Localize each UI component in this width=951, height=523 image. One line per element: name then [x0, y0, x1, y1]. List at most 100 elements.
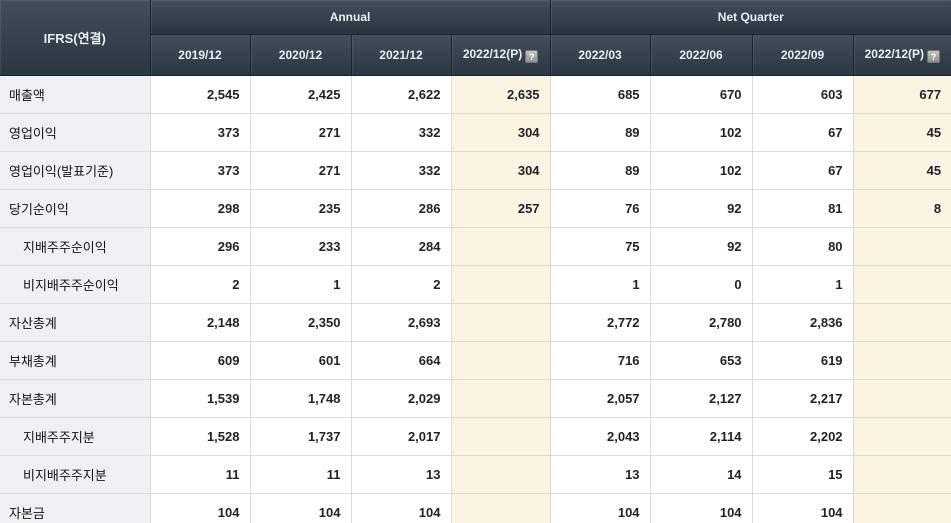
value-cell: 2,017 — [351, 417, 452, 456]
group-header-net-quarter: Net Quarter — [550, 0, 951, 35]
value-cell: 601 — [250, 341, 352, 380]
value-cell: 102 — [650, 113, 753, 152]
value-cell: 2,114 — [650, 417, 753, 456]
value-cell — [853, 379, 951, 418]
value-cell: 76 — [550, 189, 651, 228]
value-cell: 2,780 — [650, 303, 753, 342]
value-cell: 298 — [150, 189, 251, 228]
value-cell: 1,539 — [150, 379, 251, 418]
group-header-annual: Annual — [150, 0, 551, 35]
value-cell: 2,217 — [752, 379, 854, 418]
value-cell: 233 — [250, 227, 352, 266]
table-row: 영업이익 373 271 332 304 89 102 67 45 — [0, 113, 951, 152]
column-header-label: 2020/12 — [278, 48, 323, 62]
value-cell: 104 — [150, 493, 251, 523]
column-header-8: 2022/12(P)? — [853, 34, 951, 76]
value-cell: 373 — [150, 113, 251, 152]
value-cell: 2,057 — [550, 379, 651, 418]
value-cell: 11 — [150, 455, 251, 494]
date-header-row: 2019/12 2020/12 2021/12 2022/12(P)? 2022/03 2… — [0, 34, 951, 76]
value-cell — [853, 303, 951, 342]
value-cell: 677 — [853, 75, 951, 114]
value-cell: 271 — [250, 113, 352, 152]
row-label: 비지배주주지분 — [0, 455, 151, 494]
column-header-label: 2022/03 — [578, 48, 622, 62]
row-label: 자산총계 — [0, 303, 151, 342]
value-cell: 2,772 — [550, 303, 651, 342]
table-row: 비지배주주순이익 2 1 2 1 0 1 — [0, 265, 951, 304]
column-header-5: 2022/03 — [550, 34, 651, 76]
value-cell: 1 — [250, 265, 352, 304]
value-cell: 2,836 — [752, 303, 854, 342]
value-cell: 2 — [351, 265, 452, 304]
value-cell: 15 — [752, 455, 854, 494]
value-cell: 373 — [150, 151, 251, 190]
row-label: 비지배주주순이익 — [0, 265, 151, 304]
column-header-label: 2022/06 — [679, 48, 723, 62]
value-cell: 13 — [351, 455, 452, 494]
row-label: 자본총계 — [0, 379, 151, 418]
value-cell: 11 — [250, 455, 352, 494]
value-cell: 75 — [550, 227, 651, 266]
help-icon[interactable]: ? — [525, 50, 539, 63]
column-header-2: 2020/12 — [250, 34, 352, 76]
value-cell — [451, 493, 551, 523]
value-cell: 235 — [250, 189, 352, 228]
table-header: IFRS(연결) Annual Net Quarter 2019/12 2020/… — [0, 0, 951, 76]
table-row: 자본총계 1,539 1,748 2,029 2,057 2,127 2,217 — [0, 379, 951, 418]
value-cell: 271 — [250, 151, 352, 190]
help-icon[interactable]: ? — [927, 50, 940, 63]
value-cell: 304 — [451, 151, 551, 190]
column-header-6: 2022/06 — [650, 34, 753, 76]
value-cell — [853, 493, 951, 523]
value-cell: 2,635 — [451, 75, 551, 114]
table-row: 당기순이익 298 235 286 257 76 92 81 8 — [0, 189, 951, 228]
table-row: 자산총계 2,148 2,350 2,693 2,772 2,780 2,836 — [0, 303, 951, 342]
table-row: 비지배주주지분 11 11 13 13 14 15 — [0, 455, 951, 494]
corner-header-ifrs: IFRS(연결) — [0, 0, 151, 76]
row-label: 지배주주지분 — [0, 417, 151, 456]
column-header-3: 2021/12 — [351, 34, 452, 76]
table-row: 영업이익(발표기준) 373 271 332 304 89 102 67 45 — [0, 151, 951, 190]
value-cell: 332 — [351, 151, 452, 190]
value-cell: 2,693 — [351, 303, 452, 342]
value-cell: 2,350 — [250, 303, 352, 342]
value-cell: 716 — [550, 341, 651, 380]
value-cell: 89 — [550, 151, 651, 190]
table-row: 매출액 2,545 2,425 2,622 2,635 685 670 603 677 — [0, 75, 951, 114]
value-cell: 1 — [550, 265, 651, 304]
value-cell: 609 — [150, 341, 251, 380]
value-cell — [451, 417, 551, 456]
value-cell: 67 — [752, 113, 854, 152]
value-cell: 332 — [351, 113, 452, 152]
value-cell: 257 — [451, 189, 551, 228]
column-header-label: 2021/12 — [379, 48, 423, 62]
row-label: 영업이익(발표기준) — [0, 151, 151, 190]
row-label: 영업이익 — [0, 113, 151, 152]
value-cell: 1,737 — [250, 417, 352, 456]
value-cell: 13 — [550, 455, 651, 494]
column-header-1: 2019/12 — [150, 34, 251, 76]
value-cell: 104 — [550, 493, 651, 523]
value-cell: 8 — [853, 189, 951, 228]
value-cell: 104 — [650, 493, 753, 523]
column-header-label: 2022/12(P) — [462, 47, 523, 61]
value-cell — [853, 227, 951, 266]
row-label: 당기순이익 — [0, 189, 151, 228]
value-cell: 2,029 — [351, 379, 452, 418]
value-cell: 2,043 — [550, 417, 651, 456]
row-label: 자본금 — [0, 493, 151, 523]
value-cell: 664 — [351, 341, 452, 380]
value-cell: 104 — [250, 493, 352, 523]
value-cell: 296 — [150, 227, 251, 266]
table-row: 자본금 104 104 104 104 104 104 — [0, 493, 951, 523]
value-cell: 670 — [650, 75, 753, 114]
value-cell: 2,545 — [150, 75, 251, 114]
value-cell: 104 — [351, 493, 452, 523]
value-cell: 80 — [752, 227, 854, 266]
value-cell: 685 — [550, 75, 651, 114]
value-cell — [853, 265, 951, 304]
row-label: 매출액 — [0, 75, 151, 114]
